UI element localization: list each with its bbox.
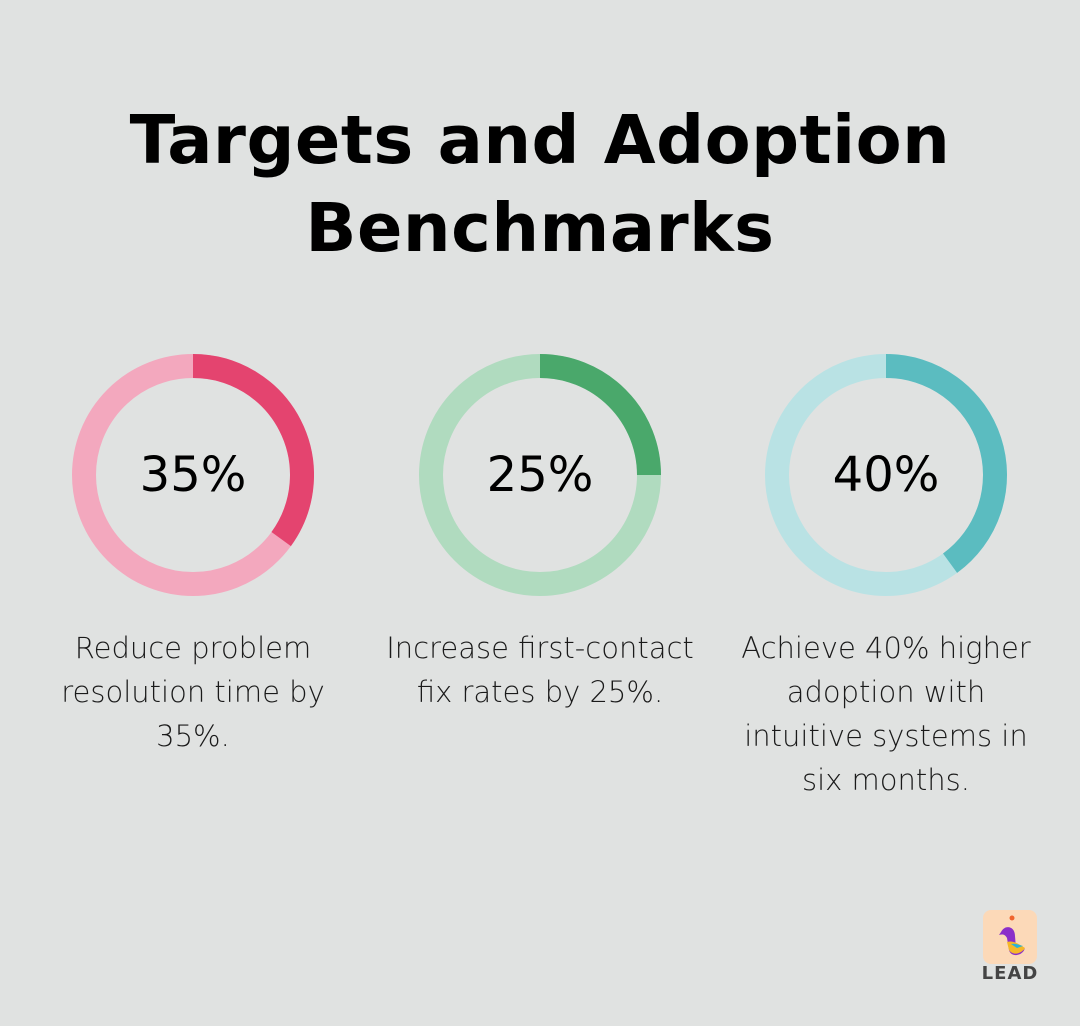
donut-description: Increase first-contact fix rates by 25%. (386, 631, 694, 709)
donut-chart-2: 25% (419, 354, 661, 596)
donut-description: Reduce problem resolution time by 35%. (61, 631, 325, 753)
donut-svg (765, 354, 1007, 596)
donut-chart-3: 40% (765, 354, 1007, 596)
donut-value-arc (539, 354, 661, 476)
donut-svg (419, 354, 661, 596)
donut-description: Achieve 40% higher adoption with intuiti… (741, 631, 1031, 797)
lead-logo-icon (999, 915, 1025, 956)
donut-value-label: 35% (139, 447, 247, 503)
lead-logo (983, 910, 1037, 964)
page-title: Targets and Adoption Benchmarks (129, 101, 951, 267)
donut-value-label: 25% (486, 447, 594, 503)
donut-value-arc (192, 354, 314, 547)
donut-value-arc (885, 354, 1007, 573)
donut-svg (72, 354, 314, 596)
donut-chart-1: 35% (72, 354, 314, 596)
donut-value-label: 40% (832, 447, 940, 503)
logo-text: LEAD (981, 963, 1039, 984)
